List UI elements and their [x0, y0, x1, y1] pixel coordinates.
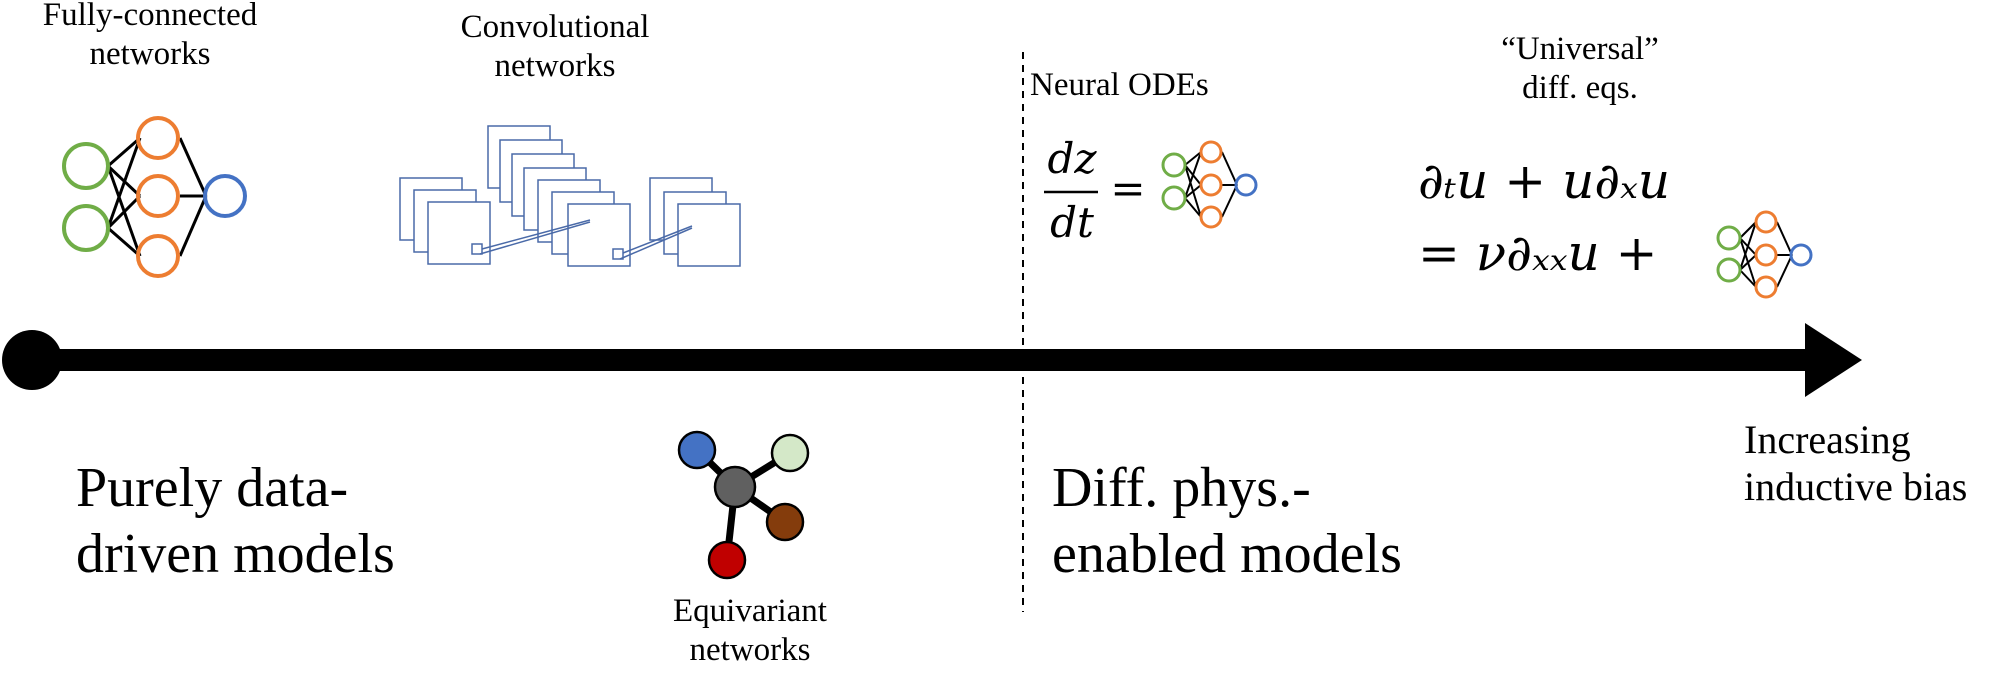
pde-line-1: ∂ₜu + u∂ₓu — [1418, 152, 1671, 210]
neural-ode-network-icon — [1161, 140, 1258, 229]
fully-connected-label: Fully-connected networks — [42, 0, 258, 72]
timeline-arrow — [2, 323, 1862, 397]
universal-de-network-icon — [1716, 210, 1813, 299]
equivariant-label: Equivariant networks — [673, 593, 827, 668]
neural-odes-label: Neural ODEs — [1030, 67, 1209, 103]
ode-numerator: dz — [1047, 134, 1097, 183]
universal-de-label: “Universal” diff. eqs. — [1501, 31, 1659, 106]
pde-line-2: = ν∂ₓₓu + — [1418, 224, 1658, 282]
timeline-start-dot — [2, 330, 62, 390]
purely-data-driven-label: Purely data- driven models — [76, 457, 395, 586]
convolutional-label: Convolutional networks — [460, 9, 650, 84]
ode-equals: = — [1110, 164, 1146, 213]
diff-phys-enabled-label: Diff. phys.- enabled models — [1052, 457, 1402, 586]
equivariant-network-icon — [677, 430, 810, 580]
convolutional-network-icon — [399, 125, 741, 267]
increasing-inductive-bias-label: Increasing inductive bias — [1744, 417, 1968, 510]
ode-denominator: dt — [1050, 198, 1094, 247]
fully-connected-network-icon — [62, 116, 247, 278]
